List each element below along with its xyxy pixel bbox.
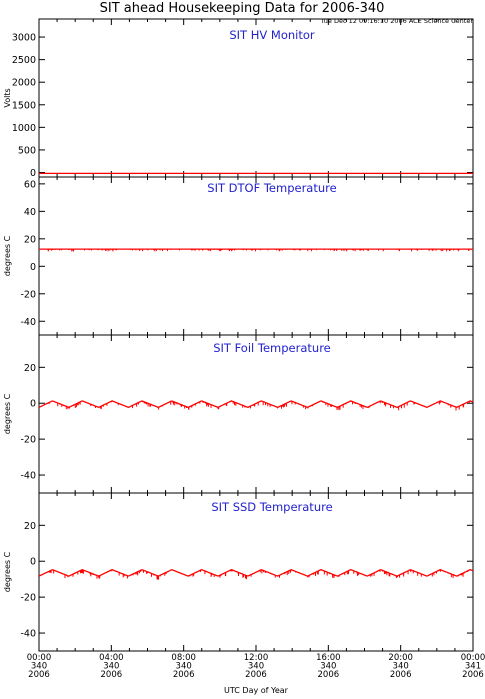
x-tick-label-year: 2006 xyxy=(318,670,340,680)
y-tick-label: -40 xyxy=(20,471,36,482)
y-tick-label: 500 xyxy=(18,145,36,156)
x-tick-label-time: 00:00 xyxy=(27,653,52,663)
y-tick-label: 20 xyxy=(24,521,36,532)
y-tick-label: 1000 xyxy=(12,123,36,134)
x-tick-label-year: 2006 xyxy=(245,670,267,680)
x-tick-label-day: 341 xyxy=(465,662,481,672)
plot-frame xyxy=(38,176,474,336)
y-tick-label: 40 xyxy=(24,207,36,218)
x-tick-label-day: 340 xyxy=(248,662,264,672)
y-axis-label: Volts xyxy=(3,88,12,107)
panel-2: -40 -20 0 20 40 60 degrees C SIT DTOF Temperatu… xyxy=(3,176,474,336)
x-axis-label: UTC Day of Year xyxy=(224,686,289,695)
y-tick-label: 0 xyxy=(30,557,36,568)
y-tick-label: 3000 xyxy=(12,33,36,44)
x-tick-label-time: 20:00 xyxy=(388,653,413,663)
x-tick-label-day: 340 xyxy=(320,662,336,672)
y-tick-label: -20 xyxy=(20,435,36,446)
x-tick-label-year: 2006 xyxy=(390,670,412,680)
y-axis-label: degrees C xyxy=(3,551,12,592)
y-tick-label: -20 xyxy=(20,289,36,300)
y-tick-label: 60 xyxy=(24,179,36,190)
x-tick-label-day: 340 xyxy=(103,662,119,672)
y-tick-label: -20 xyxy=(20,593,36,604)
panel-title: SIT Foil Temperature xyxy=(213,341,331,355)
y-axis-label: degrees C xyxy=(3,235,12,276)
plot-frame xyxy=(38,334,474,494)
x-tick-label-day: 340 xyxy=(31,662,47,672)
x-tick-label-time: 16:00 xyxy=(316,653,341,663)
x-tick-label-time: 04:00 xyxy=(99,653,124,663)
panel-3: -40 -20 0 20 degrees C SIT Foil Temperature xyxy=(3,334,474,494)
x-tick-label-day: 340 xyxy=(176,662,192,672)
panel-4: -40 -20 0 20 degrees C SIT SSD Temperature xyxy=(3,492,474,652)
plot-frame xyxy=(38,18,474,178)
data-trace xyxy=(38,400,474,409)
y-tick-label: 1500 xyxy=(12,100,36,111)
x-tick-label-time: 12:00 xyxy=(244,653,269,663)
x-tick-label-year: 2006 xyxy=(28,670,50,680)
y-tick-label: -40 xyxy=(20,317,36,328)
figure-title: SIT ahead Housekeeping Data for 2006-340 xyxy=(100,1,385,16)
x-tick-label-time: 08:00 xyxy=(171,653,196,663)
y-tick-label: 2000 xyxy=(12,78,36,89)
panel-title: SIT SSD Temperature xyxy=(211,500,332,514)
x-tick-label-time: 00:00 xyxy=(461,653,485,663)
y-tick-label: 20 xyxy=(24,363,36,374)
y-tick-label: 0 xyxy=(30,262,36,273)
x-tick-label-year: 2006 xyxy=(101,670,123,680)
y-axis-label: degrees C xyxy=(3,393,12,434)
x-tick-label-day: 340 xyxy=(393,662,409,672)
timestamp: Tue Dec 12 09:16:10 2006 ACE Science Cen… xyxy=(320,17,474,25)
y-tick-label: -40 xyxy=(20,629,36,640)
panel-title: SIT DTOF Temperature xyxy=(207,181,336,195)
y-tick-label: 2500 xyxy=(12,55,36,66)
y-tick-label: 20 xyxy=(24,234,36,245)
x-tick-label-year: 2006 xyxy=(462,670,484,680)
y-tick-label: 0 xyxy=(30,399,36,410)
x-tick-label-year: 2006 xyxy=(173,670,195,680)
panel-title: SIT HV Monitor xyxy=(229,28,315,42)
y-tick-label: 0 xyxy=(30,168,36,179)
panel-1: 0 500 1000 1500 2000 2500 3000 Volts SIT HV Moni… xyxy=(3,18,474,179)
